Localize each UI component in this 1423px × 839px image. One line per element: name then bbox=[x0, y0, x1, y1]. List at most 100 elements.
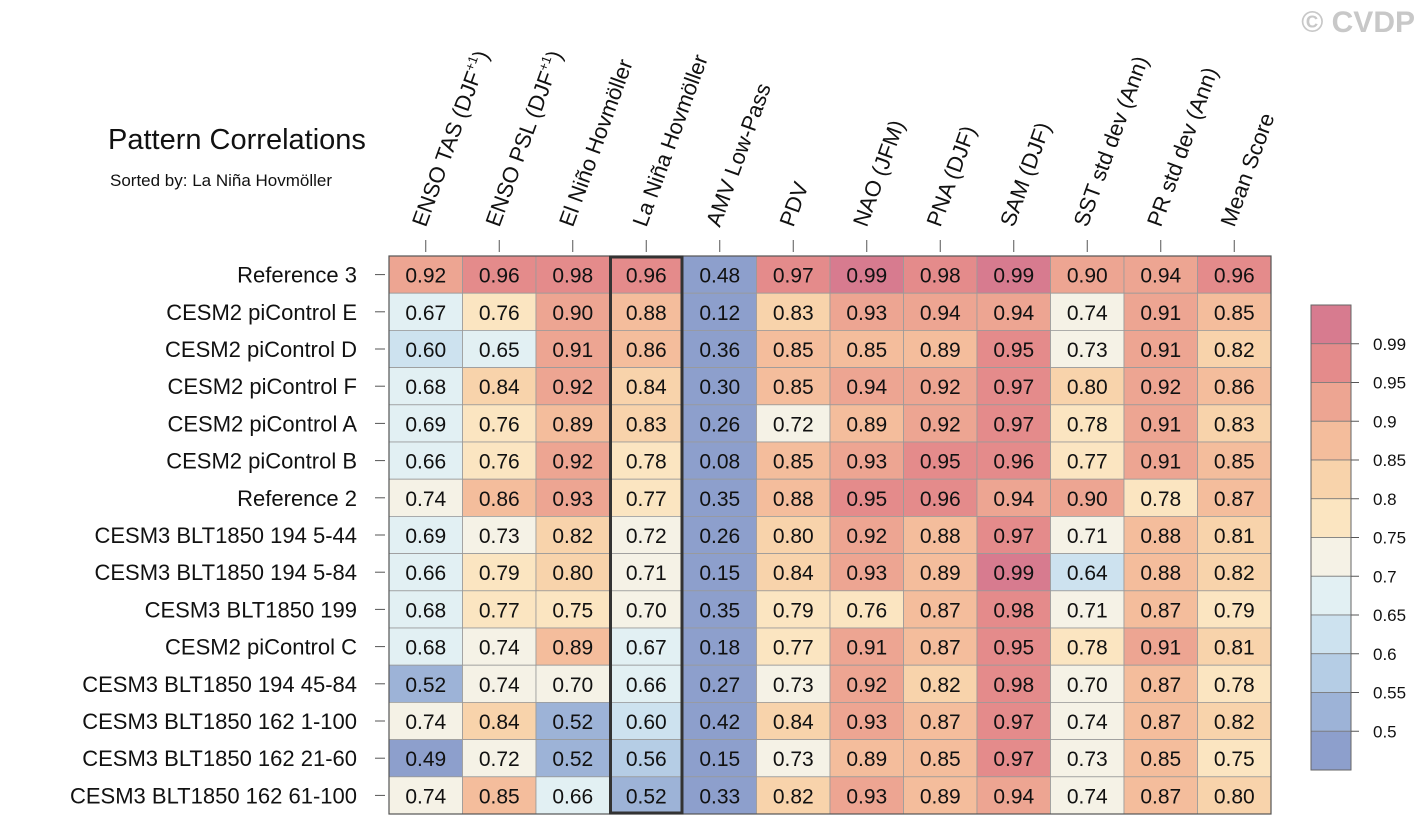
heatmap-cell bbox=[756, 627, 831, 666]
column-label-text: La Niña Hovmöller bbox=[627, 51, 712, 230]
row-label: CESM2 piControl C bbox=[165, 635, 357, 660]
row-label: CESM3 BLT1850 194 45-84 bbox=[82, 672, 357, 697]
cell-value-label: 0.35 bbox=[699, 488, 740, 511]
cell-value-label: 0.73 bbox=[773, 674, 814, 697]
cell-value-label: 0.71 bbox=[626, 562, 667, 585]
cell-value-label: 0.64 bbox=[1067, 562, 1108, 585]
cell-value-label: 0.85 bbox=[1140, 748, 1181, 771]
heatmap-border bbox=[388, 255, 1272, 815]
cell-value-label: 0.84 bbox=[626, 376, 667, 399]
heatmap-cell bbox=[976, 478, 1051, 517]
cell-value-label: 0.92 bbox=[405, 265, 446, 288]
legend-swatch bbox=[1310, 382, 1352, 422]
column-label-superscript: +1 bbox=[462, 54, 481, 73]
cell-value-label: 0.99 bbox=[993, 265, 1034, 288]
cell-value-label: 0.89 bbox=[920, 339, 961, 362]
heatmap-cell bbox=[1197, 739, 1272, 778]
heatmap-cell bbox=[682, 776, 757, 815]
column-label: PDV bbox=[774, 178, 813, 229]
heatmap-cell bbox=[756, 404, 831, 443]
heatmap-cell bbox=[388, 441, 463, 480]
heatmap-cell bbox=[535, 739, 610, 778]
column-label: El Niño Hovmöller bbox=[554, 56, 638, 230]
cell-value-label: 0.79 bbox=[773, 599, 814, 622]
cell-value-label: 0.97 bbox=[993, 525, 1034, 548]
cell-value-label: 0.96 bbox=[920, 488, 961, 511]
column-label: PR std dev (Ann) bbox=[1142, 64, 1223, 230]
cell-value-label: 0.77 bbox=[479, 599, 520, 622]
legend-swatch bbox=[1310, 420, 1352, 461]
column-label-text: Mean Score bbox=[1215, 110, 1279, 230]
cell-value-label: 0.84 bbox=[479, 376, 520, 399]
heatmap-cell bbox=[682, 702, 757, 741]
cell-value-label: 0.99 bbox=[993, 562, 1034, 585]
cell-value-label: 0.95 bbox=[920, 451, 961, 474]
cell-value-label: 0.86 bbox=[479, 488, 520, 511]
cell-value-label: 0.89 bbox=[920, 562, 961, 585]
legend-tick-label: 0.7 bbox=[1373, 567, 1397, 586]
cell-value-label: 0.89 bbox=[552, 637, 593, 660]
cell-value-label: 0.99 bbox=[846, 265, 887, 288]
heatmap-cell bbox=[1197, 664, 1272, 703]
highlighted-column-outline bbox=[609, 255, 684, 815]
heatmap-cell bbox=[903, 776, 978, 815]
heatmap-cell bbox=[388, 664, 463, 703]
cell-value-label: 0.86 bbox=[626, 339, 667, 362]
cell-value-label: 0.73 bbox=[1067, 748, 1108, 771]
heatmap-cell bbox=[609, 329, 684, 368]
cell-value-label: 0.79 bbox=[1214, 599, 1255, 622]
column-label-text: El Niño Hovmöller bbox=[554, 56, 638, 230]
legend-swatch bbox=[1310, 575, 1352, 616]
heatmap-cell bbox=[1123, 664, 1198, 703]
heatmap-cell bbox=[682, 590, 757, 629]
cell-value-label: 0.87 bbox=[920, 637, 961, 660]
cell-value-label: 0.85 bbox=[773, 376, 814, 399]
heatmap-cell bbox=[682, 664, 757, 703]
cell-value-label: 0.80 bbox=[552, 562, 593, 585]
cell-value-label: 0.96 bbox=[993, 451, 1034, 474]
heatmap-cell bbox=[1050, 516, 1125, 555]
copyright-watermark: © CVDP bbox=[1301, 6, 1415, 39]
cell-value-label: 0.94 bbox=[1140, 265, 1181, 288]
heatmap-cell bbox=[609, 739, 684, 778]
heatmap-cell bbox=[462, 627, 537, 666]
cell-value-label: 0.85 bbox=[773, 339, 814, 362]
heatmap-cell bbox=[535, 553, 610, 592]
cell-value-label: 0.96 bbox=[479, 265, 520, 288]
row-label: CESM3 BLT1850 194 5-84 bbox=[94, 560, 357, 585]
heatmap-cell bbox=[1050, 627, 1125, 666]
heatmap-cell bbox=[1197, 478, 1272, 517]
heatmap-cell bbox=[388, 739, 463, 778]
cell-value-label: 0.76 bbox=[479, 451, 520, 474]
cell-value-label: 0.76 bbox=[479, 413, 520, 436]
row-label: CESM2 piControl E bbox=[166, 300, 357, 325]
heatmap-cell bbox=[388, 329, 463, 368]
cell-value-label: 0.75 bbox=[552, 599, 593, 622]
cell-value-label: 0.94 bbox=[993, 488, 1034, 511]
column-label: Mean Score bbox=[1215, 110, 1279, 230]
heatmap-cell bbox=[756, 739, 831, 778]
cell-value-label: 0.83 bbox=[1214, 413, 1255, 436]
column-label-text: PDV bbox=[774, 178, 813, 229]
cell-value-label: 0.74 bbox=[479, 637, 520, 660]
cell-value-label: 0.42 bbox=[699, 711, 740, 734]
column-label-text: AMV Low-Pass bbox=[701, 80, 776, 230]
cell-value-label: 0.92 bbox=[552, 376, 593, 399]
cell-value-label: 0.94 bbox=[993, 302, 1034, 325]
heatmap-cell bbox=[903, 590, 978, 629]
legend-tick-label: 0.75 bbox=[1373, 529, 1406, 548]
cell-value-label: 0.88 bbox=[920, 525, 961, 548]
cell-value-label: 0.97 bbox=[993, 413, 1034, 436]
heatmap-cell bbox=[1197, 329, 1272, 368]
heatmap-cell bbox=[1123, 739, 1198, 778]
cell-value-label: 0.36 bbox=[699, 339, 740, 362]
heatmap-cell bbox=[388, 776, 463, 815]
cell-value-label: 0.74 bbox=[405, 488, 446, 511]
row-label: CESM2 piControl F bbox=[167, 374, 357, 399]
cell-value-label: 0.74 bbox=[405, 785, 446, 808]
heatmap-cell bbox=[1123, 590, 1198, 629]
cell-value-label: 0.88 bbox=[1140, 562, 1181, 585]
row-label: Reference 3 bbox=[237, 263, 357, 288]
heatmap-cell bbox=[1050, 776, 1125, 815]
cell-value-label: 0.73 bbox=[1067, 339, 1108, 362]
